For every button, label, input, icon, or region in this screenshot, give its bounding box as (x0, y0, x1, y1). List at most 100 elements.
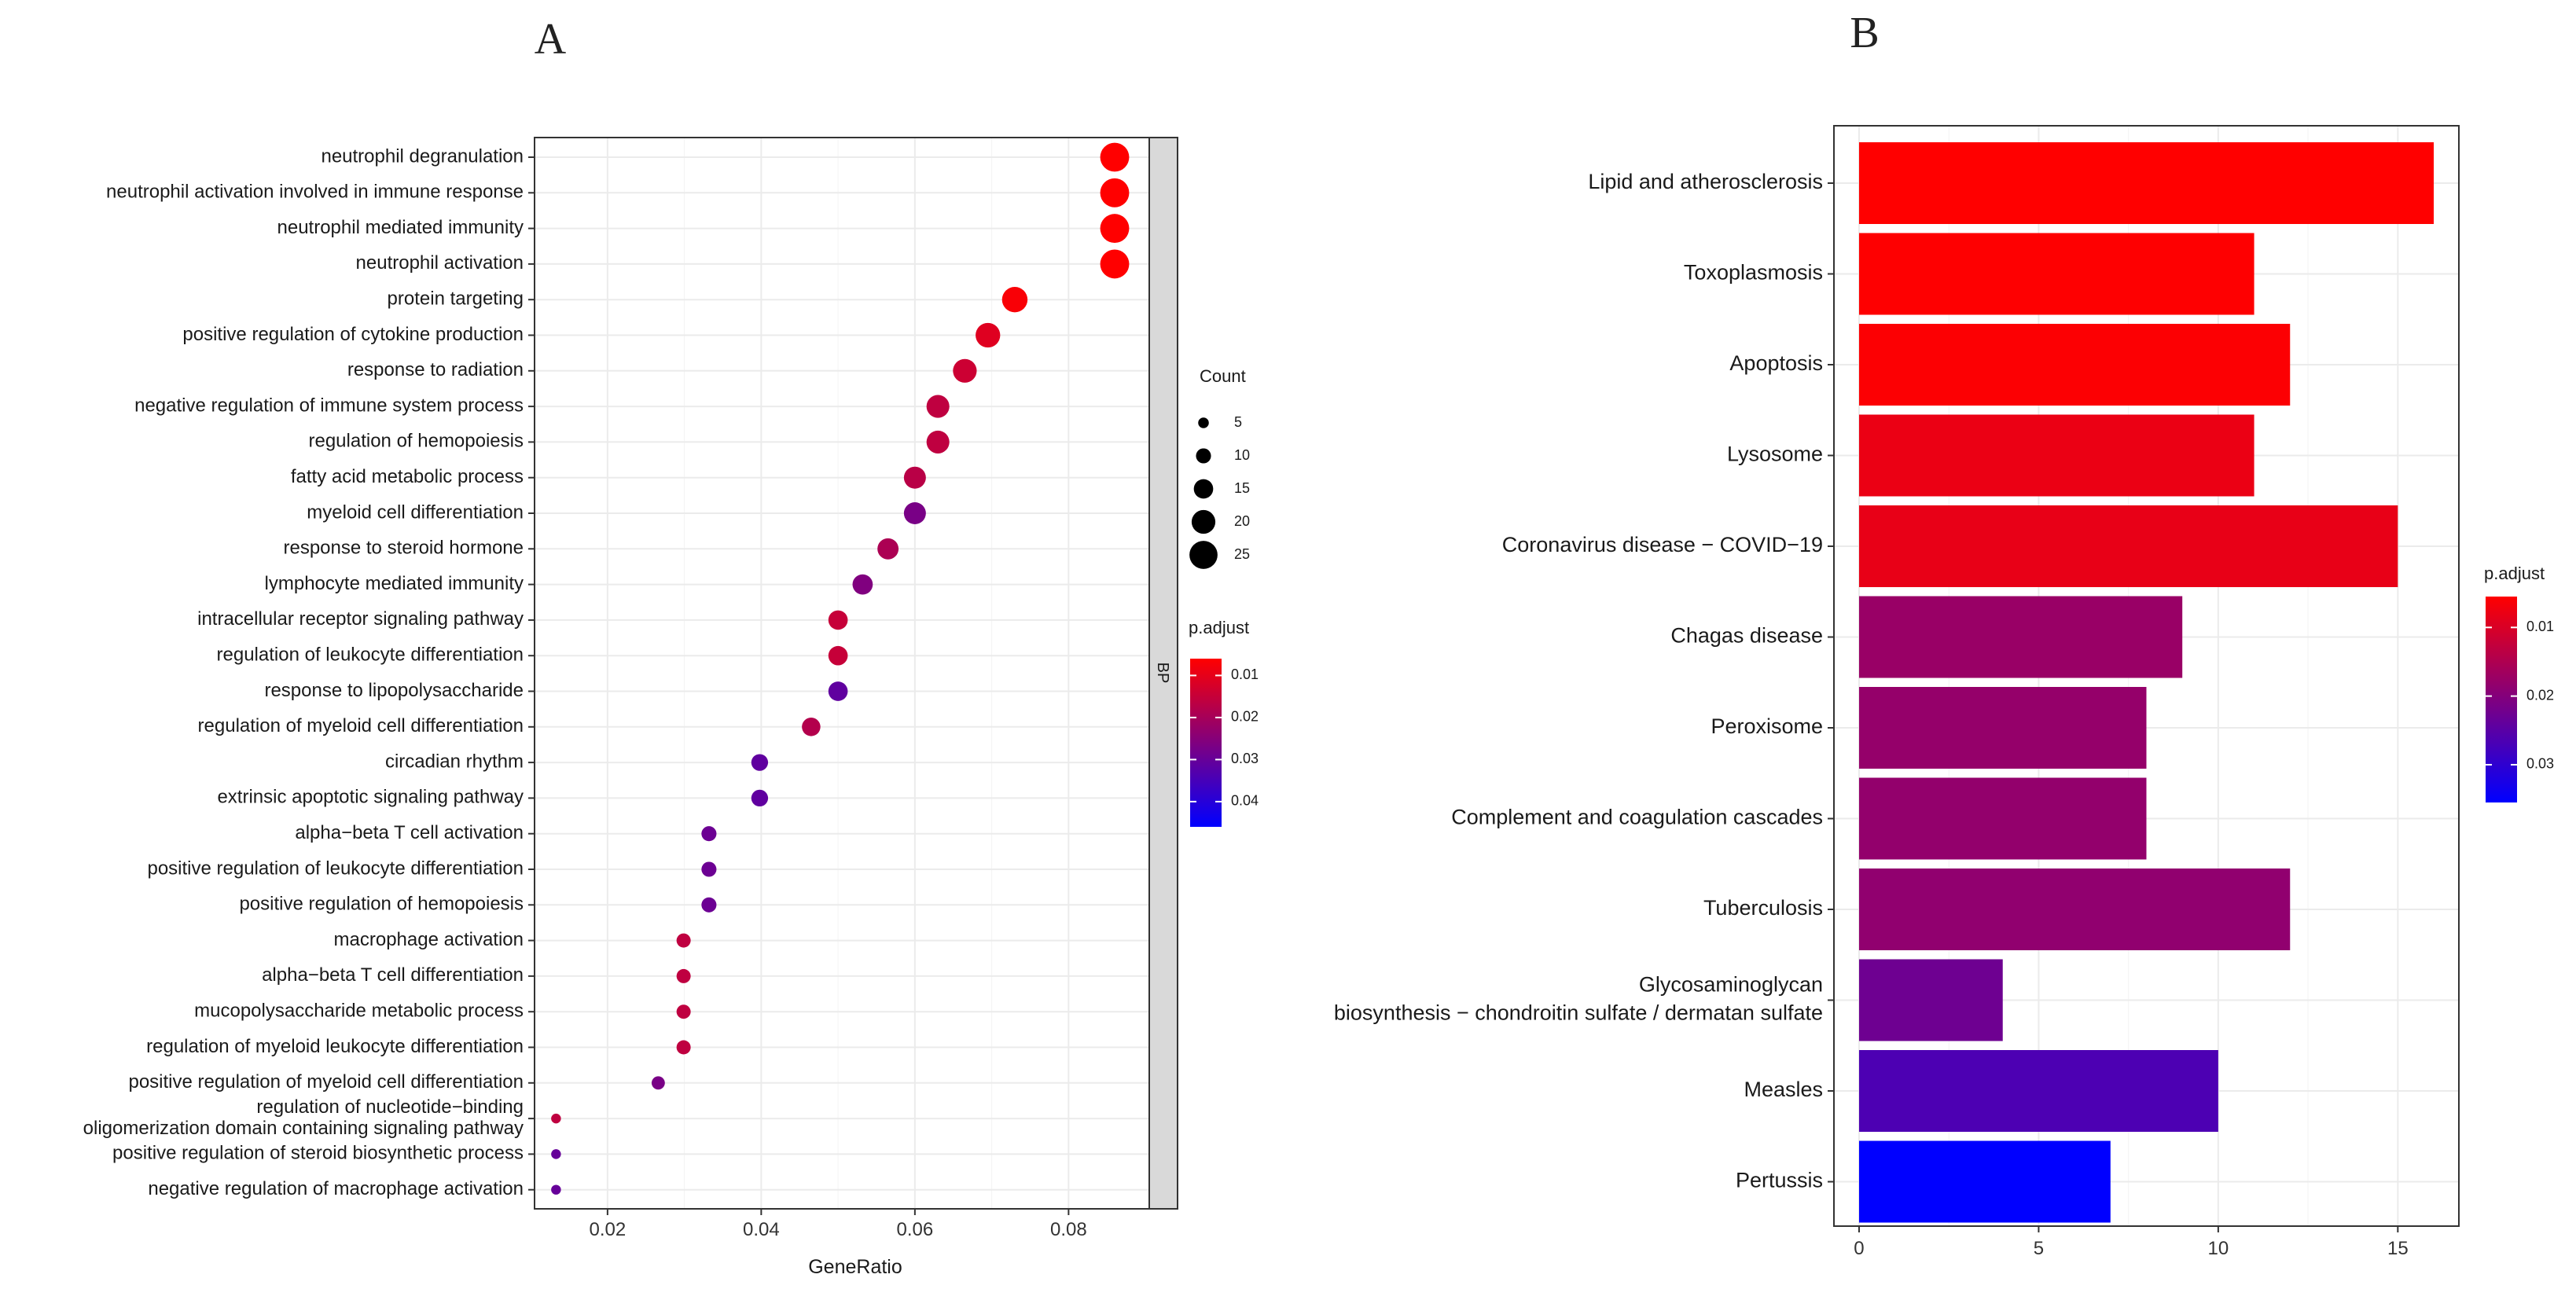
count-legend-label: 25 (1234, 546, 1250, 562)
panel-a-letter: A (535, 15, 567, 64)
panel-a-category-labels: neutrophil degranulation neutrophil activ… (83, 145, 535, 1199)
panel-a-point (1100, 178, 1130, 207)
panel-a-category-label: neutrophil activation involved in immune… (106, 182, 524, 203)
count-legend-label: 20 (1234, 513, 1250, 529)
panel-a-category-label: positive regulation of hemopoiesis (239, 894, 524, 915)
panel-b-bar (1858, 233, 2254, 315)
panel-a-point (551, 1184, 561, 1195)
panel-a-point (701, 826, 717, 842)
panel-a-category-label: positive regulation of myeloid cell diff… (128, 1071, 524, 1093)
panel-a-plot-area (535, 138, 1149, 1209)
panel-a-x-tick-label: 0.02 (590, 1219, 627, 1240)
panel-b-category-label: Pertussis (1736, 1169, 1823, 1192)
panel-a-category-label: macrophage activation (334, 929, 524, 950)
panel-b-padjust-colorbar-ticks: 0.01 0.02 0.03 (2486, 619, 2554, 772)
panel-a-category-label: fatty acid metabolic process (291, 466, 524, 487)
count-legend-dot (1193, 479, 1214, 499)
panel-a-gridlines (535, 138, 1149, 1209)
panel-b-bar (1858, 687, 2147, 769)
count-legend-label: 15 (1234, 480, 1250, 496)
panel-a-point (802, 718, 821, 736)
panel-a-x-tick-label: 0.04 (743, 1219, 780, 1240)
panel-a-point (1001, 286, 1028, 313)
panel-a-x-axis-title: GeneRatio (808, 1256, 902, 1278)
panel-a-point (877, 538, 899, 560)
panel-b-bar (1858, 777, 2147, 860)
panel-a-colorbar-label: 0.01 (1231, 667, 1259, 682)
panel-a-point (676, 933, 691, 948)
panel-b-bar (1858, 142, 2435, 224)
panel-a-category-label: regulation of hemopoiesis (308, 431, 524, 452)
count-legend-label: 10 (1234, 447, 1250, 463)
panel-a-colorbar-label: 0.03 (1231, 751, 1259, 766)
panel-a-padjust-legend: p.adjust 0.01 0.02 0.03 0.04 (1189, 618, 1259, 827)
panel-a-padjust-colorbar-ticks: 0.01 0.02 0.03 0.04 (1190, 667, 1259, 809)
panel-a-facet-strip (1148, 137, 1178, 1210)
panel-a-point (1100, 249, 1130, 279)
panel-a-point (751, 754, 769, 771)
panel-b-plot-border (1833, 125, 2460, 1227)
panel-a-category-label: regulation of leukocyte differentiation (217, 644, 524, 666)
panel-a-dotplot: BP neutrophil degranulation neutrophil ac… (83, 137, 1259, 1278)
count-legend-dot (1191, 509, 1216, 534)
panel-b-padjust-legend-title: p.adjust (2484, 564, 2545, 583)
panel-a-point (551, 1149, 561, 1159)
panel-a-category-label: intracellular receptor signaling pathway (197, 608, 524, 630)
panel-b-category-label: Peroxisome (1711, 714, 1823, 738)
panel-a-x-axis: 0.02 0.04 0.06 0.08 (590, 1209, 1087, 1240)
count-legend-items: 5 10 15 20 25 (1189, 414, 1250, 569)
panel-a-category-label: lymphocyte mediated immunity (265, 573, 524, 594)
count-legend-title: Count (1200, 366, 1246, 386)
panel-a-category-label: response to lipopolysaccharide (264, 680, 524, 701)
panel-a-point (676, 1004, 691, 1019)
panel-a-category-label: alpha−beta T cell differentiation (262, 964, 524, 986)
panel-a-point (701, 861, 717, 877)
panel-a-category-label: regulation of myeloid leukocyte differen… (146, 1036, 524, 1057)
panel-b-bar (1858, 324, 2291, 406)
panel-a-point (926, 395, 950, 418)
panel-a-category-label: myeloid cell differentiation (307, 501, 524, 523)
panel-b-padjust-legend: p.adjust 0.01 0.02 0.03 (2484, 564, 2554, 802)
panel-a-points (551, 142, 1130, 1195)
panel-b-bar (1858, 505, 2398, 587)
panel-a-point (926, 430, 950, 454)
panel-b-letter: B (1850, 9, 1879, 57)
panel-a-category-label: positive regulation of cytokine producti… (182, 324, 524, 345)
panel-a-category-label: neutrophil mediated immunity (277, 217, 524, 238)
panel-a-facet-label: BP (1154, 663, 1171, 684)
panel-b-padjust-colorbar (2486, 597, 2517, 802)
panel-a-category-label: protein targeting (388, 288, 524, 310)
count-legend: Count 5 10 15 20 25 (1189, 366, 1250, 569)
panel-b-x-tick-label: 15 (2387, 1238, 2409, 1259)
panel-b-colorbar-label: 0.02 (2526, 687, 2554, 703)
panel-a-category-label: mucopolysaccharide metabolic process (194, 1001, 524, 1022)
panel-a-category-label: neutrophil activation (356, 252, 524, 274)
panel-a-category-label: circadian rhythm (385, 751, 524, 772)
panel-b-colorbar-label: 0.01 (2526, 619, 2554, 634)
panel-a-point (953, 358, 977, 383)
panel-a-point (651, 1076, 665, 1090)
panel-a-padjust-legend-title: p.adjust (1189, 618, 1249, 637)
panel-b-bars (1858, 142, 2435, 1223)
panel-b-bar (1858, 959, 2003, 1041)
panel-a-padjust-colorbar (1190, 659, 1222, 827)
panel-a-category-label: extrinsic apoptotic signaling pathway (217, 787, 524, 808)
panel-b-category-label: Lipid and atherosclerosis (1588, 170, 1823, 193)
panel-a-point (1100, 214, 1130, 244)
panel-b-category-label: Tuberculosis (1703, 896, 1823, 920)
panel-a-category-label: regulation of myeloid cell differentiati… (198, 715, 524, 736)
panel-a-colorbar-label: 0.04 (1231, 793, 1259, 809)
panel-a-category-label: alpha−beta T cell activation (295, 822, 524, 843)
panel-a-point (751, 789, 769, 807)
panel-a-point (903, 502, 926, 524)
panel-a-category-label: response to steroid hormone (283, 538, 524, 559)
panel-a-category-label: negative regulation of immune system pro… (134, 395, 524, 416)
panel-b-bar (1858, 1140, 2111, 1223)
panel-b-bar (1858, 596, 2183, 678)
panel-b-x-tick-label: 0 (1854, 1238, 1864, 1259)
panel-a-point (1100, 142, 1130, 172)
panel-b-bar (1858, 1050, 2218, 1132)
panel-b-x-tick-label: 10 (2208, 1238, 2229, 1259)
panel-a-category-label: regulation of nucleotide−binding oligomer… (83, 1096, 524, 1139)
